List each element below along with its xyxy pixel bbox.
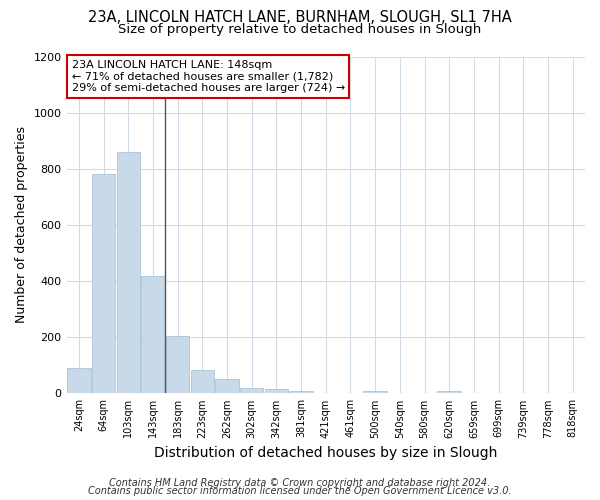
Bar (116, 152, 140, 394)
Bar (289, 390, 313, 394)
X-axis label: Distribution of detached houses by size in Slough: Distribution of detached houses by size … (154, 446, 497, 460)
Bar (265, 389, 288, 394)
Bar (215, 379, 239, 394)
Bar (141, 276, 164, 394)
Bar (67, 368, 91, 394)
Bar (166, 336, 190, 394)
Bar (191, 370, 214, 394)
Bar (364, 390, 387, 394)
Bar (240, 388, 263, 394)
Y-axis label: Number of detached properties: Number of detached properties (15, 126, 28, 324)
Bar (437, 390, 461, 394)
Text: Contains public sector information licensed under the Open Government Licence v3: Contains public sector information licen… (88, 486, 512, 496)
Bar (92, 174, 115, 394)
Text: Size of property relative to detached houses in Slough: Size of property relative to detached ho… (118, 22, 482, 36)
Text: Contains HM Land Registry data © Crown copyright and database right 2024.: Contains HM Land Registry data © Crown c… (109, 478, 491, 488)
Text: 23A LINCOLN HATCH LANE: 148sqm
← 71% of detached houses are smaller (1,782)
29% : 23A LINCOLN HATCH LANE: 148sqm ← 71% of … (72, 60, 345, 93)
Text: 23A, LINCOLN HATCH LANE, BURNHAM, SLOUGH, SL1 7HA: 23A, LINCOLN HATCH LANE, BURNHAM, SLOUGH… (88, 10, 512, 25)
